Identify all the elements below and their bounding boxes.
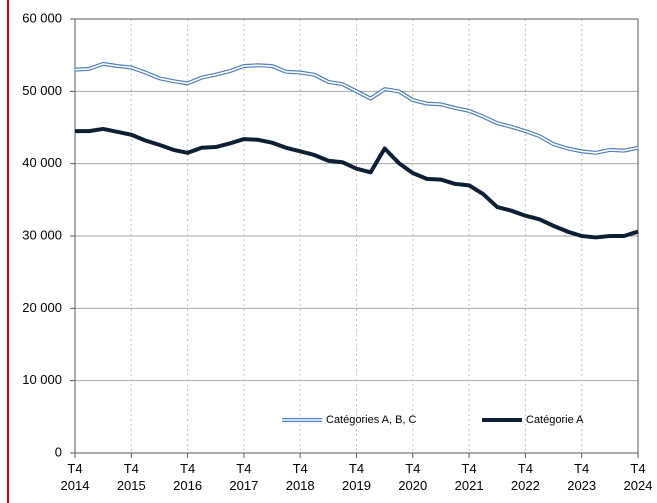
y-tick-label: 20 000 bbox=[22, 300, 62, 315]
x-tick-label: T4 2017 bbox=[229, 461, 259, 493]
x-tick-label: T4 2016 bbox=[173, 461, 203, 493]
y-tick-label: 10 000 bbox=[22, 372, 62, 387]
plot-border bbox=[74, 18, 639, 454]
series-line bbox=[75, 126, 639, 240]
x-tick-label: T4 2015 bbox=[116, 461, 146, 493]
x-tick-label: T4 2014 bbox=[60, 461, 90, 493]
y-tick-label: 60 000 bbox=[22, 10, 62, 25]
x-tick-label: T4 2024 bbox=[623, 461, 653, 493]
x-tick-label: T4 2018 bbox=[285, 461, 315, 493]
y-tick-label: 30 000 bbox=[22, 227, 62, 242]
series-line-inner bbox=[74, 63, 639, 154]
x-tick-label: T4 2023 bbox=[567, 461, 597, 493]
x-tick-label: T4 2021 bbox=[454, 461, 484, 493]
y-tick-label: 0 bbox=[55, 444, 62, 459]
x-tick-label: T4 2020 bbox=[398, 461, 428, 493]
y-tick-label: 50 000 bbox=[22, 83, 62, 98]
legend-label: Catégories A, B, C bbox=[326, 414, 417, 426]
x-tick-label: T4 2019 bbox=[342, 461, 371, 493]
x-tick-label: T4 2022 bbox=[510, 461, 540, 493]
legend-label: Catégorie A bbox=[526, 414, 584, 426]
y-tick-label: 40 000 bbox=[22, 155, 62, 170]
